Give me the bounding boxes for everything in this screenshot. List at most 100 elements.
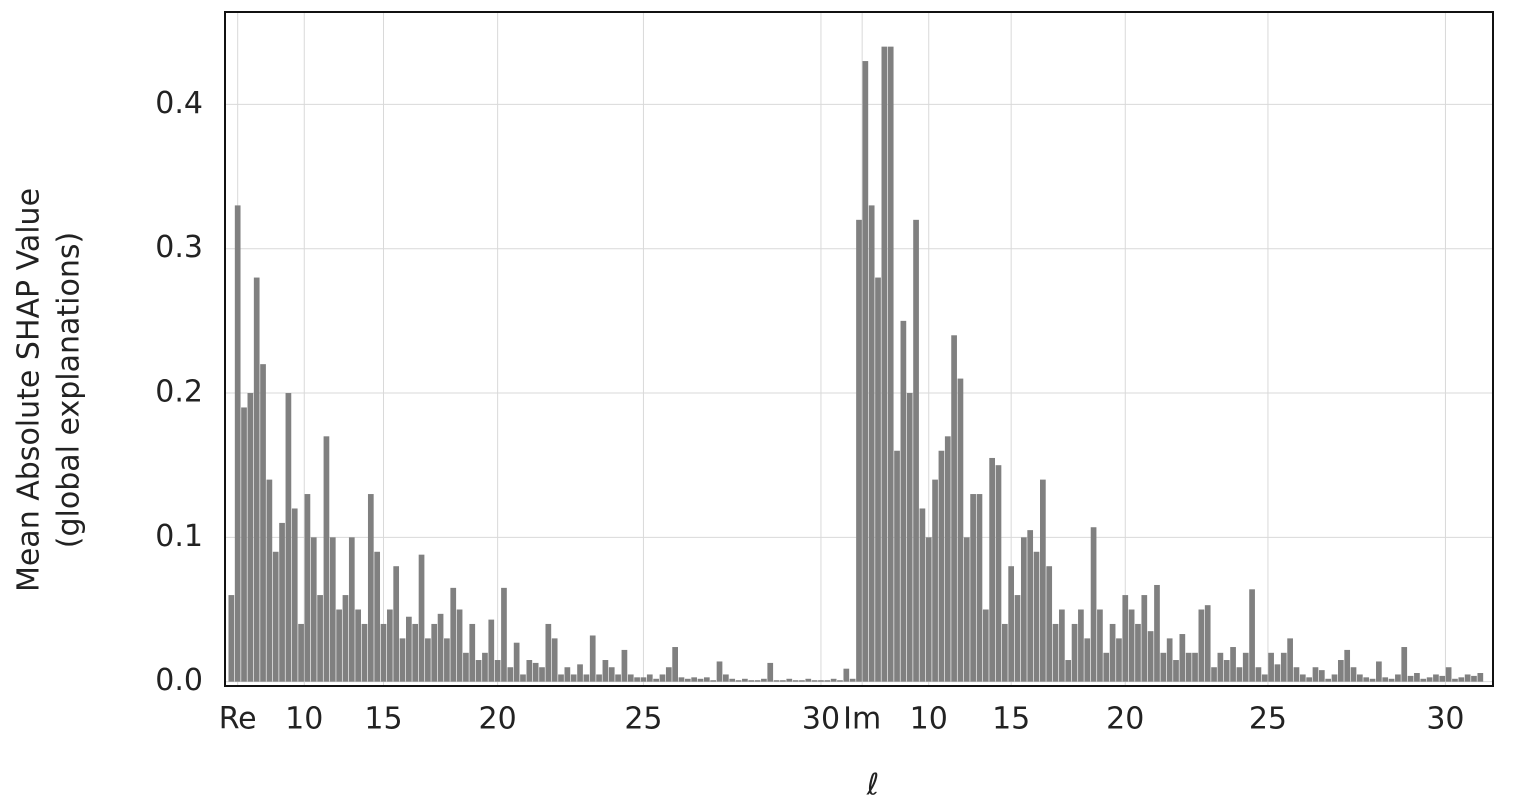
bar (1426, 677, 1433, 682)
bar (539, 667, 545, 682)
bar (1242, 652, 1249, 682)
bar (1116, 638, 1122, 682)
bar (742, 678, 748, 682)
bar (431, 623, 438, 682)
bar (1223, 660, 1230, 682)
bar (532, 662, 539, 682)
bar (329, 537, 336, 682)
x-tick-label: Im (843, 702, 881, 737)
bar (342, 595, 349, 682)
bar (1464, 674, 1471, 682)
bar (1388, 678, 1395, 682)
bar (1344, 649, 1351, 682)
bar (894, 450, 900, 682)
bar (1477, 673, 1484, 682)
bar (881, 46, 888, 682)
bar (1255, 667, 1262, 682)
bar (976, 494, 983, 682)
bar (925, 537, 932, 682)
bar (418, 554, 425, 682)
bar (1357, 674, 1363, 682)
bar (811, 680, 818, 682)
bar (1471, 675, 1477, 682)
bar (970, 494, 976, 682)
bar (1008, 566, 1015, 682)
bar (646, 674, 653, 682)
bar (1420, 678, 1427, 682)
bar (577, 664, 583, 682)
bar (367, 494, 374, 682)
y-tick-label: 0.2 (155, 375, 203, 410)
bar (672, 647, 678, 682)
bar (723, 674, 729, 682)
x-tick-label: 10 (910, 702, 948, 737)
bar (1154, 584, 1160, 682)
bar (627, 674, 634, 682)
bar (1173, 660, 1179, 682)
bar (868, 205, 875, 682)
bar (583, 674, 590, 682)
bar (234, 205, 241, 682)
bar (1350, 667, 1357, 682)
plot-frame (224, 11, 1494, 687)
bar (913, 219, 919, 682)
bar (1268, 652, 1274, 682)
bar (260, 364, 266, 682)
bar (1014, 595, 1021, 682)
bar (285, 393, 292, 682)
bar (716, 661, 723, 682)
bar (1052, 623, 1059, 682)
bar (1185, 652, 1192, 682)
bar (862, 61, 869, 682)
bar (1217, 652, 1224, 682)
bar (1204, 605, 1211, 682)
bar (386, 609, 393, 682)
bar (1001, 623, 1008, 682)
bar (488, 619, 495, 682)
y-tick-label: 0.3 (155, 230, 203, 265)
bar (792, 680, 799, 682)
bar (406, 616, 412, 682)
bar (1407, 675, 1414, 682)
bar (982, 609, 989, 682)
bar (596, 674, 602, 682)
bar (761, 678, 767, 682)
bar (843, 668, 850, 682)
bar (412, 623, 419, 682)
bar (621, 649, 628, 682)
bar (589, 635, 596, 682)
x-tick-label: 15 (992, 702, 1030, 737)
bar (564, 667, 571, 682)
bar (1141, 595, 1148, 682)
bar (951, 335, 957, 682)
bar (634, 677, 640, 682)
bar (393, 566, 400, 682)
bar (425, 638, 431, 682)
bar (919, 508, 926, 682)
bar (1059, 609, 1065, 682)
bar (1280, 652, 1287, 682)
bar (697, 678, 704, 682)
bar (957, 378, 964, 682)
bar (995, 465, 1002, 682)
bar (856, 219, 862, 682)
bar (1109, 623, 1116, 682)
bar (824, 680, 831, 682)
bar (906, 393, 913, 682)
bar (361, 623, 368, 682)
bar (266, 479, 273, 682)
bar (1401, 647, 1408, 682)
bar (380, 623, 387, 682)
bar (773, 680, 780, 682)
bar (1040, 479, 1046, 682)
bar (665, 667, 672, 682)
bar (1369, 678, 1376, 682)
bar (1395, 674, 1401, 682)
bar (1458, 677, 1465, 682)
bar (615, 674, 621, 682)
bar (558, 674, 564, 682)
bar (1382, 677, 1389, 682)
bar (1445, 667, 1452, 682)
bar (799, 680, 805, 682)
x-tick-label: 25 (624, 702, 662, 737)
